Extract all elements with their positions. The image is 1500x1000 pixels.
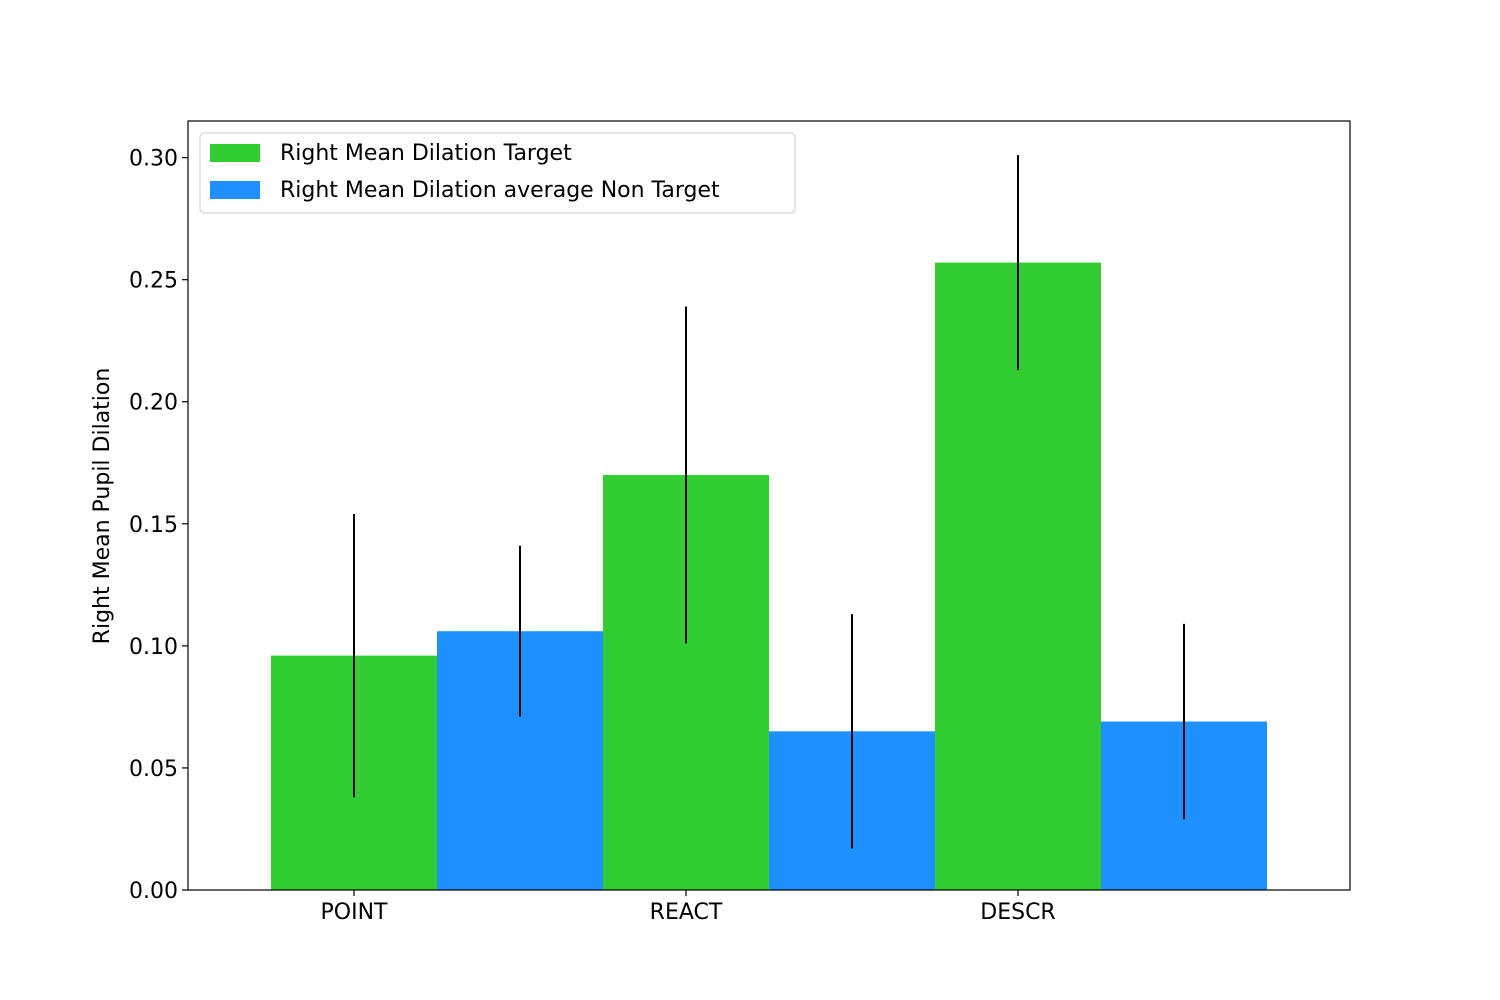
y-tick-label: 0.30 [129, 147, 178, 172]
y-tick-label: 0.05 [129, 757, 178, 782]
y-tick-label: 0.25 [129, 269, 178, 294]
y-tick-label: 0.15 [129, 513, 178, 538]
x-tick-label: REACT [650, 900, 723, 925]
legend-box [199, 132, 796, 214]
y-axis-label: Right Mean Pupil Dilation [90, 368, 115, 645]
y-tick-label: 0.00 [129, 879, 178, 904]
x-axis: POINT REACT DESCR [321, 890, 1056, 925]
y-axis: 0.00 0.05 0.10 0.15 0.20 0.25 0.30 [129, 147, 188, 904]
x-tick-label: POINT [321, 900, 389, 925]
legend: Right Mean Dilation Target Right Mean Di… [199, 132, 796, 214]
y-tick-label: 0.20 [129, 391, 178, 416]
legend-label-target: Right Mean Dilation Target [280, 141, 572, 166]
y-tick-label: 0.10 [129, 635, 178, 660]
legend-swatch-target [210, 144, 260, 162]
error-bars-layer [353, 155, 1185, 849]
x-tick-label: DESCR [980, 900, 1055, 925]
legend-label-non-target: Right Mean Dilation average Non Target [280, 178, 720, 203]
plot-frame [187, 120, 1351, 891]
legend-swatch-non-target [210, 181, 260, 199]
